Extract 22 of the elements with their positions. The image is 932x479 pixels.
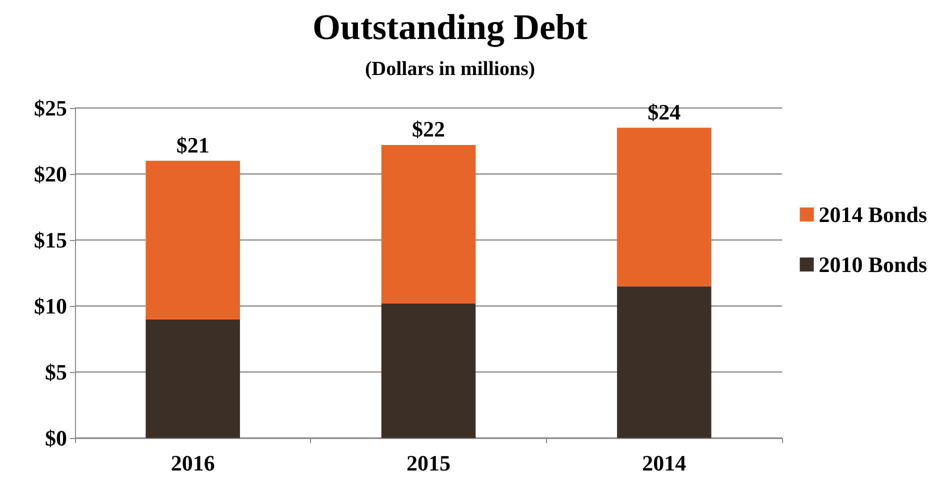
total-label: $21 [176,132,210,158]
y-tick-label: $25 [34,96,67,120]
bar [381,144,476,304]
total-label: $24 [648,99,681,124]
y-tick-label: $20 [34,162,67,186]
chart-title: Outstanding Debt [312,7,588,47]
bar [617,128,712,286]
bar [617,286,712,438]
chart-subtitle: (Dollars in millions) [364,58,536,80]
legend-label: 2014 Bonds [818,202,928,227]
bar [146,160,240,320]
x-tick-label: 2014 [642,450,686,476]
total-label: $22 [412,116,445,142]
y-tick-label: $5 [45,360,67,384]
y-tick-label: $0 [45,426,67,450]
y-tick-label: $15 [34,228,67,252]
legend-label: 2010 Bonds [818,252,928,277]
y-tick-label: $10 [34,294,67,318]
bar [381,303,476,438]
bar [146,319,240,438]
x-tick-label: 2015 [406,450,450,476]
x-tick-label: 2016 [170,450,215,476]
